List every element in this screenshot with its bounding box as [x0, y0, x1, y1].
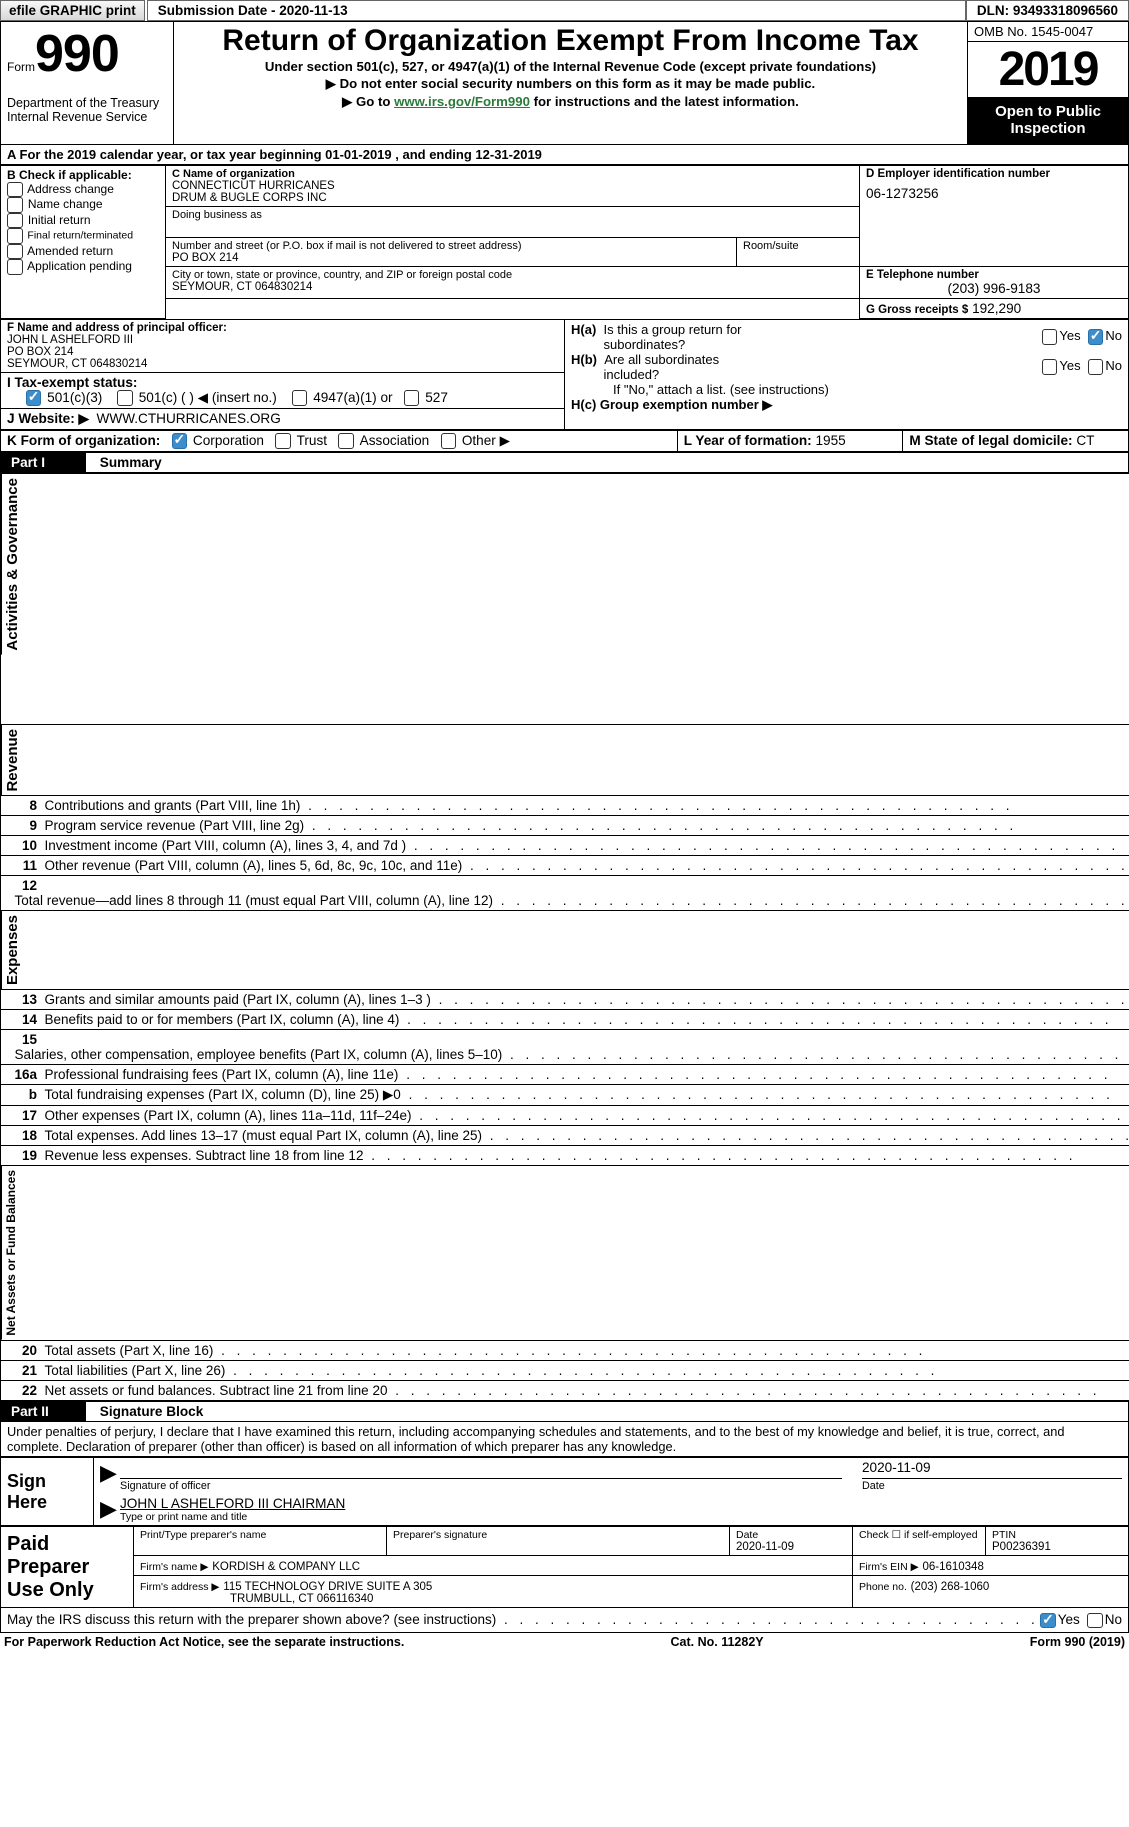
ptin-label: PTIN [992, 1529, 1122, 1541]
hb-no[interactable] [1088, 359, 1104, 375]
paid-preparer-label: Paid Preparer Use Only [1, 1527, 134, 1608]
city-value: SEYMOUR, CT 064830214 [172, 281, 853, 293]
hb-yes[interactable] [1042, 359, 1058, 375]
box-d-label: D Employer identification number [866, 168, 1122, 180]
box-j-label: J Website: ▶ [7, 411, 89, 426]
boxb-check-1[interactable] [7, 197, 23, 213]
hb-note: If "No," attach a list. (see instruction… [571, 382, 1122, 397]
box-c-name-label: C Name of organization [172, 168, 853, 180]
part2-label: Part II [1, 1402, 86, 1421]
k-corp[interactable] [172, 433, 188, 449]
boxb-check-3[interactable] [7, 228, 23, 244]
box-k-label: K Form of organization: [7, 433, 160, 448]
k-other[interactable] [441, 433, 457, 449]
state-domicile: CT [1076, 433, 1094, 448]
i-4947[interactable] [292, 390, 308, 406]
part1-title: Summary [90, 453, 172, 472]
discuss-yes[interactable] [1040, 1613, 1056, 1629]
box-c-city-label: City or town, state or province, country… [172, 269, 853, 281]
boxb-check-4[interactable] [7, 244, 23, 260]
officer-printed-name: JOHN L ASHELFORD III CHAIRMAN [120, 1496, 1122, 1511]
k-assoc[interactable] [338, 433, 354, 449]
box-c-room-label: Room/suite [743, 240, 853, 252]
year-formation: 1955 [815, 433, 845, 448]
org-name-1: CONNECTICUT HURRICANES [172, 180, 853, 192]
ha-no[interactable] [1088, 329, 1104, 345]
discuss-no[interactable] [1087, 1613, 1103, 1629]
firm-phone: (203) 268-1060 [911, 1581, 990, 1593]
firm-addr2: TRUMBULL, CT 066116340 [140, 1593, 846, 1605]
gross-receipts-value: 192,290 [972, 301, 1021, 316]
sig-officer-label: Signature of officer [120, 1478, 842, 1492]
street-value: PO BOX 214 [172, 252, 730, 264]
department: Department of the Treasury Internal Reve… [7, 96, 167, 124]
firm-name: KORDISH & COMPANY LLC [212, 1561, 360, 1573]
boxb-check-2[interactable] [7, 213, 23, 229]
i-501c[interactable] [117, 390, 133, 406]
officer-name-label: Type or print name and title [120, 1511, 1122, 1523]
submission-date: Submission Date - 2020-11-13 [147, 0, 966, 21]
check-if-self: Check ☐ if self-employed [853, 1527, 986, 1556]
officer-name: JOHN L ASHELFORD III [7, 334, 558, 346]
sig-date-value: 2020-11-09 [862, 1460, 1122, 1478]
firm-addr1: 115 TECHNOLOGY DRIVE SUITE A 305 [223, 1581, 432, 1593]
sig-date-label: Date [862, 1478, 1122, 1492]
dln-number: DLN: 93493318096560 [966, 0, 1129, 21]
discuss-text: May the IRS discuss this return with the… [7, 1612, 1040, 1628]
phone-value: (203) 996-9183 [866, 281, 1122, 296]
part2-title: Signature Block [90, 1402, 214, 1421]
boxb-check-5[interactable] [7, 259, 23, 275]
prep-date-label: Date [736, 1529, 846, 1541]
tax-year: 2019 [999, 43, 1098, 96]
prep-sig-label: Preparer's signature [393, 1529, 723, 1541]
sign-here-label: Sign Here [1, 1458, 94, 1526]
form-subtitle-2: ▶ Do not enter social security numbers o… [180, 76, 961, 92]
ein-value: 06-1273256 [866, 186, 1122, 201]
form-title: Return of Organization Exempt From Incom… [180, 24, 961, 57]
website-value: WWW.CTHURRICANES.ORG [97, 411, 281, 426]
perjury-text: Under penalties of perjury, I declare th… [0, 1422, 1129, 1457]
ha-yes[interactable] [1042, 329, 1058, 345]
period-line: A For the 2019 calendar year, or tax yea… [0, 145, 1129, 165]
vlabel-balances: Net Assets or Fund Balances [1, 1166, 20, 1340]
footer-mid: Cat. No. 11282Y [671, 1635, 764, 1649]
open-inspection: Open to Public Inspection [968, 97, 1128, 144]
officer-addr1: PO BOX 214 [7, 346, 558, 358]
vlabel-revenue: Revenue [1, 725, 23, 796]
box-b-title: B Check if applicable: [7, 168, 159, 182]
prep-date: 2020-11-09 [736, 1541, 846, 1553]
instructions-link[interactable]: www.irs.gov/Form990 [394, 94, 530, 109]
form-subtitle-3: ▶ Go to www.irs.gov/Form990 for instruct… [180, 94, 961, 110]
footer-left: For Paperwork Reduction Act Notice, see … [4, 1635, 404, 1649]
box-f-label: F Name and address of principal officer: [7, 322, 558, 334]
org-name-2: DRUM & BUGLE CORPS INC [172, 192, 853, 204]
hc-label: H(c) Group exemption number ▶ [571, 397, 772, 412]
firm-ein: 06-1610348 [922, 1561, 983, 1573]
i-501c3[interactable] [26, 390, 42, 406]
ptin-value: P00236391 [992, 1541, 1122, 1553]
vlabel-expenses: Expenses [1, 911, 23, 989]
officer-addr2: SEYMOUR, CT 064830214 [7, 358, 558, 370]
i-527[interactable] [404, 390, 420, 406]
box-c-dba-label: Doing business as [172, 209, 853, 221]
form-number: 990 [35, 25, 119, 83]
efile-print-button[interactable]: efile GRAPHIC print [0, 0, 145, 21]
omb-number: OMB No. 1545-0047 [968, 22, 1128, 42]
k-trust[interactable] [275, 433, 291, 449]
box-i-label: I Tax-exempt status: [7, 375, 137, 390]
form-word: Form [7, 60, 35, 74]
part1-label: Part I [1, 453, 86, 472]
prep-name-label: Print/Type preparer's name [140, 1529, 380, 1541]
box-g-label: G Gross receipts $ [866, 304, 968, 316]
boxb-check-0[interactable] [7, 182, 23, 198]
vlabel-activities: Activities & Governance [1, 474, 23, 655]
box-e-label: E Telephone number [866, 269, 1122, 281]
footer-right: Form 990 (2019) [1030, 1635, 1125, 1649]
box-c-street-label: Number and street (or P.O. box if mail i… [172, 240, 730, 252]
form-subtitle-1: Under section 501(c), 527, or 4947(a)(1)… [180, 59, 961, 74]
